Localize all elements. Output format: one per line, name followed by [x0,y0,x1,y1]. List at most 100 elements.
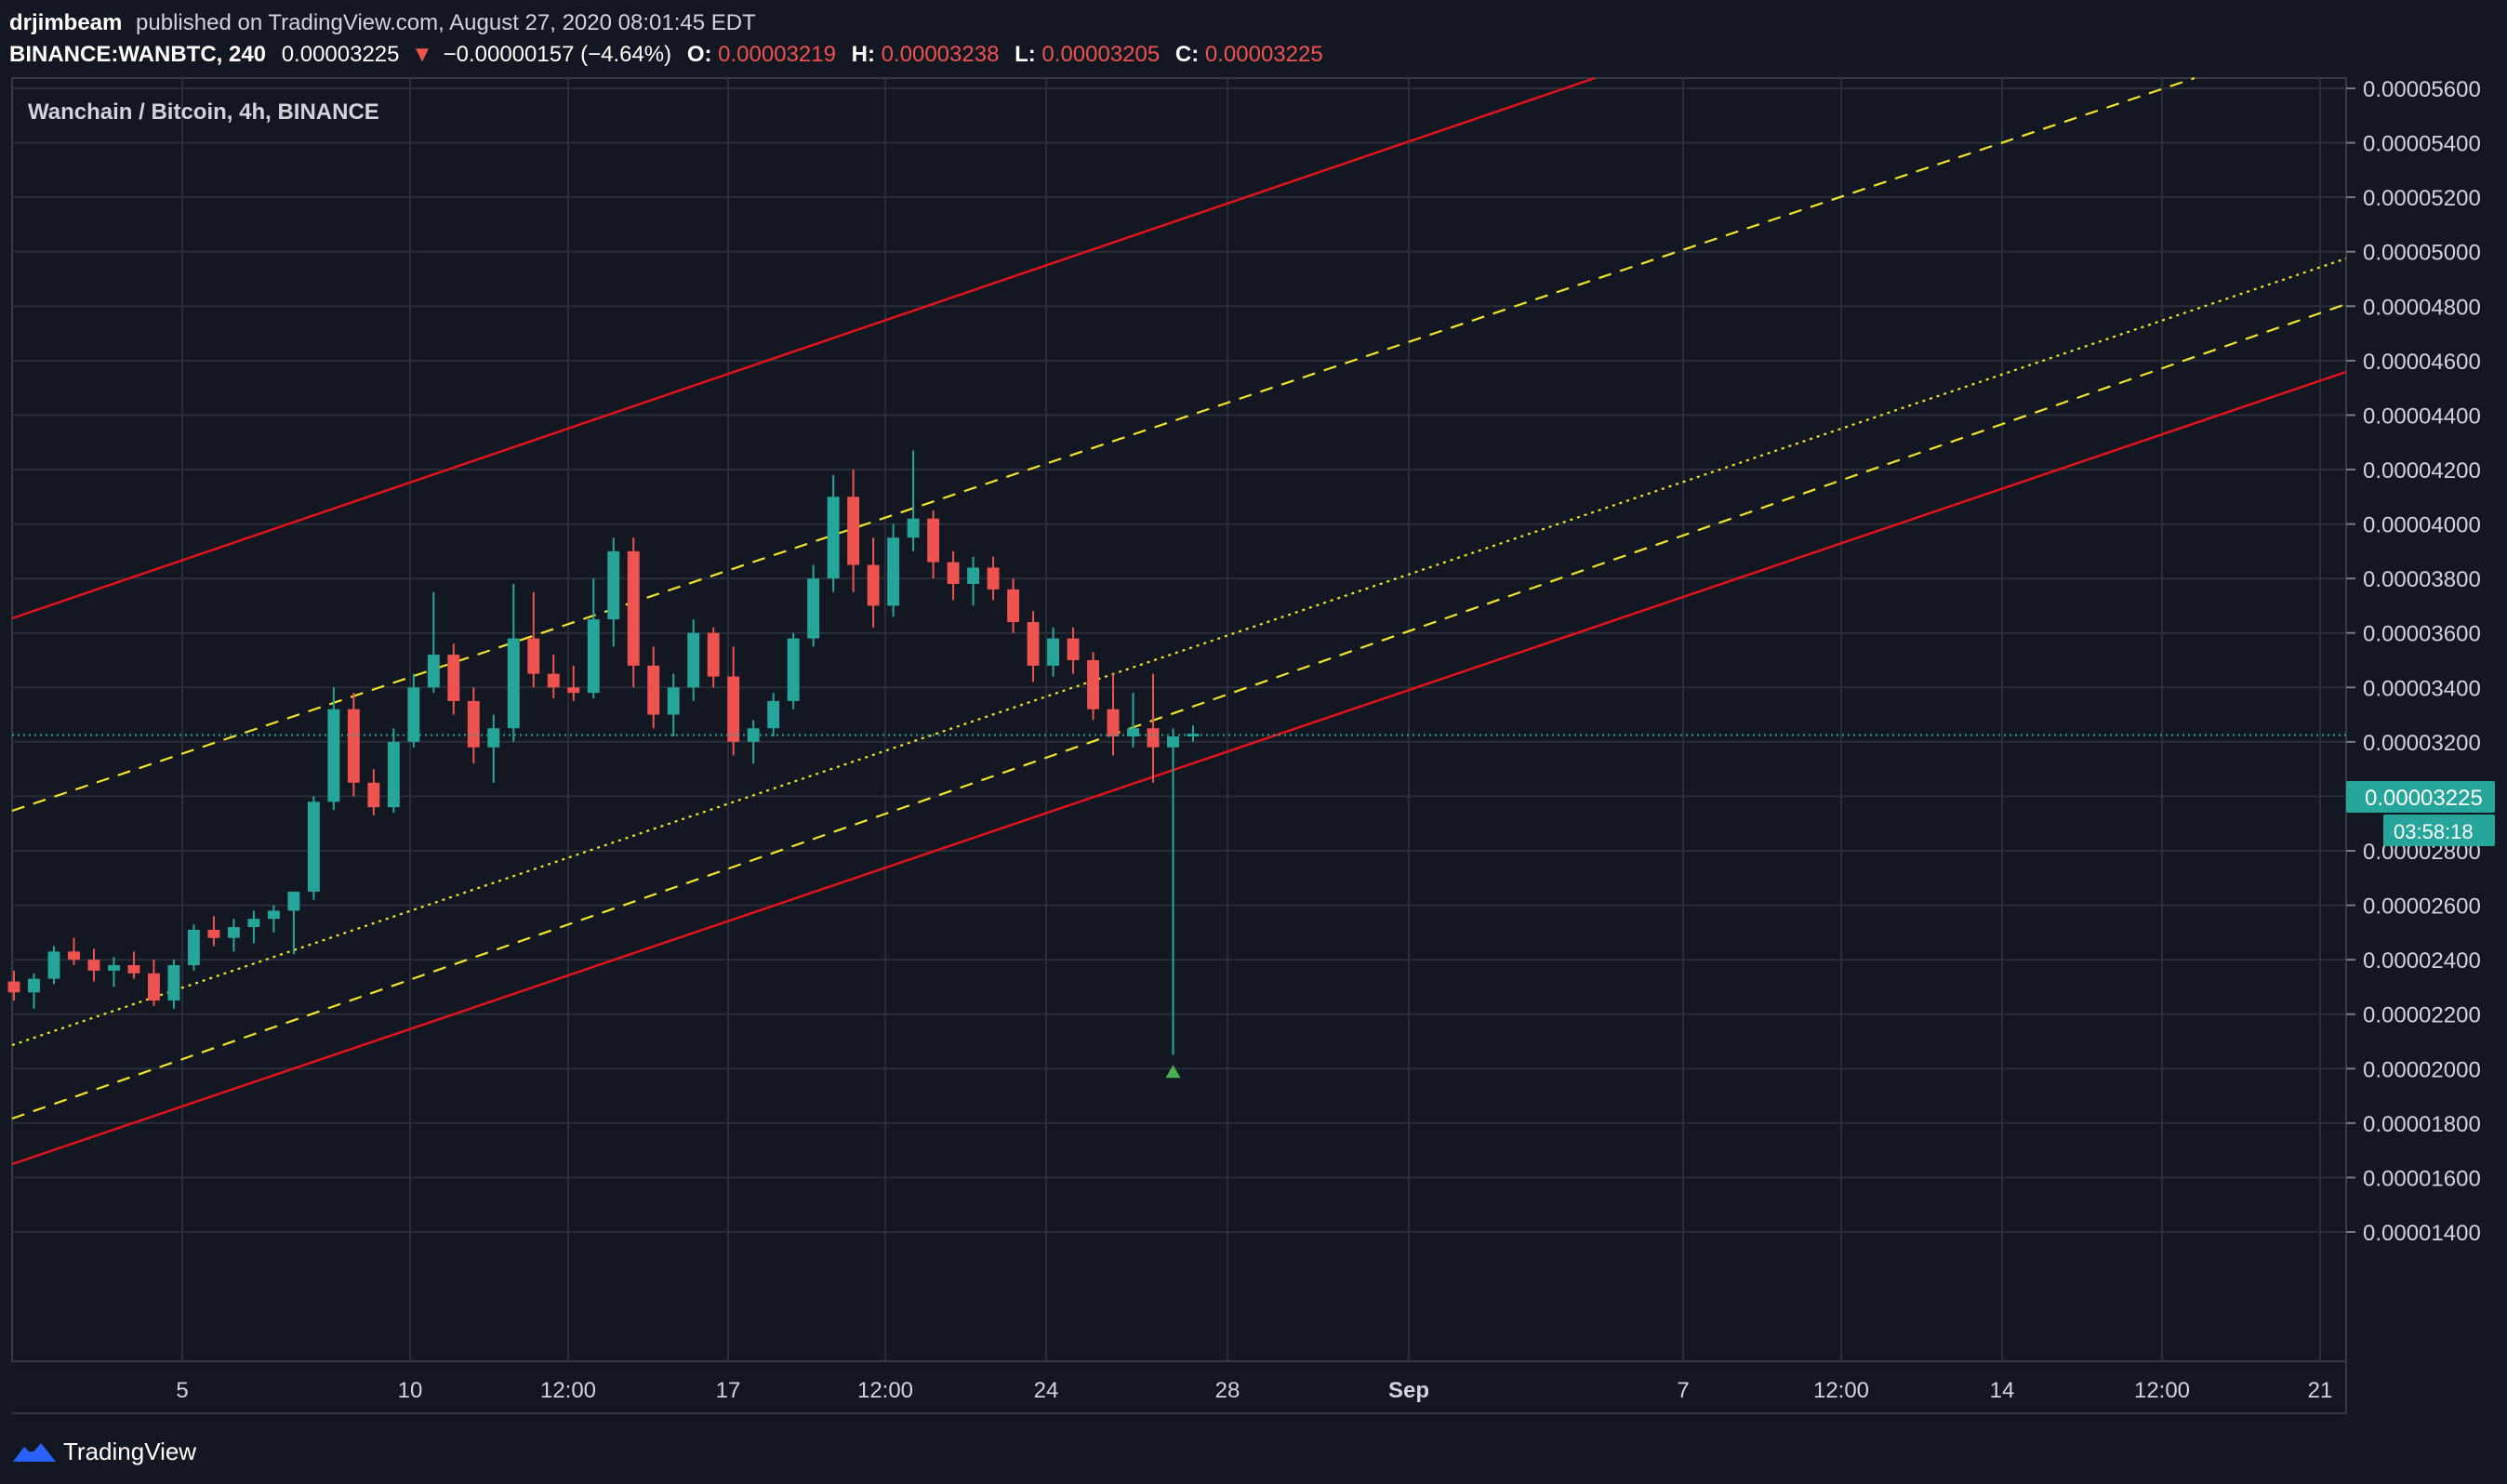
candle-body [987,567,1000,590]
candle[interactable] [1187,725,1200,742]
candle[interactable] [547,655,560,698]
channel-line-yellow-middle[interactable] [11,257,2347,1047]
candles[interactable] [7,450,1200,1079]
candle[interactable] [967,556,980,606]
candle[interactable] [787,632,800,709]
candle[interactable] [887,523,900,617]
candle[interactable] [68,937,80,965]
candle[interactable] [947,550,960,601]
candle[interactable] [167,960,180,1009]
channel-lines[interactable] [11,76,2347,1166]
candle[interactable] [247,910,260,944]
time-tick-label: 12:00 [2134,1378,2190,1403]
candle[interactable] [1027,611,1040,682]
candle-body [767,700,780,729]
candle-body [827,497,840,579]
candle[interactable] [427,591,440,694]
candle[interactable] [1087,652,1099,721]
candle[interactable] [487,714,500,783]
candle-body [587,619,600,694]
candle[interactable] [307,796,320,900]
candle[interactable] [287,891,300,955]
candle[interactable] [108,957,120,987]
time-tick-label: 12:00 [1813,1378,1869,1403]
candle[interactable] [847,470,860,592]
candle[interactable] [1067,627,1080,674]
candle[interactable] [87,948,100,982]
candle[interactable] [267,905,280,933]
brand-name: TradingView [63,1438,196,1465]
candle[interactable] [727,646,740,756]
price-tick-label: 0.00004800 [2363,295,2481,320]
author-line: drjimbeam published on TradingView.com, … [9,10,756,35]
candle-body [1147,728,1160,748]
candle[interactable] [407,673,420,748]
candle[interactable] [127,951,140,979]
candle[interactable] [667,673,680,736]
bar-countdown: 03:58:18 [2394,820,2474,843]
time-tick-label: 5 [176,1378,188,1403]
channel-line-yellow-lower[interactable] [11,302,2347,1120]
time-tick-label: 12:00 [540,1378,596,1403]
tradingview-brand[interactable]: TradingView [13,1438,196,1465]
candle[interactable] [227,919,240,952]
candle[interactable] [1127,693,1139,748]
author-name[interactable]: drjimbeam [9,10,122,35]
candle[interactable] [367,769,380,815]
price-scale[interactable]: 0.00005600 0.00005400 0.00005200 0.00005000… [2346,77,2481,1246]
candle[interactable] [7,970,20,1001]
candle[interactable] [767,693,780,736]
time-tick-label: 28 [1215,1378,1240,1403]
candle[interactable] [647,646,660,729]
published-text: published on TradingView.com, August 27,… [136,10,756,35]
candle[interactable] [747,720,760,764]
candle[interactable] [47,946,60,985]
candle-body [547,673,560,688]
candle[interactable] [28,973,40,1009]
candle-body [1167,736,1179,748]
candle-body [927,518,940,563]
candle[interactable] [1167,728,1179,1055]
candle[interactable] [327,687,340,811]
candle-body [507,638,520,729]
candle[interactable] [927,510,940,579]
candle[interactable] [807,564,820,647]
candle[interactable] [687,619,700,701]
candle[interactable] [187,924,200,971]
candle[interactable] [1107,673,1120,756]
candle[interactable] [987,556,1000,601]
candle[interactable] [587,578,600,698]
candle[interactable] [1047,627,1060,677]
candle[interactable] [867,537,880,628]
candle[interactable] [147,960,160,1006]
channel-line-red-lower[interactable] [11,370,2347,1166]
candle[interactable] [1007,578,1020,633]
candle[interactable] [207,916,220,947]
last-price-header: 0.00003225 [282,42,400,67]
candle[interactable] [447,643,460,715]
candle[interactable] [1147,673,1160,783]
candle-body [187,929,200,965]
candle[interactable] [907,450,920,551]
time-scale[interactable]: 5 10 12:00 17 12:00 24 28 Sep 7 12:00 14 12:00 21 [176,1378,2332,1403]
triangle-up-icon [1165,1065,1181,1079]
time-tick-label: 7 [1677,1378,1689,1403]
candle[interactable] [527,591,540,688]
time-tick-label: 24 [1034,1378,1059,1403]
candle[interactable] [707,627,720,688]
candle-body [87,960,100,971]
tradingview-logo-icon [13,1443,56,1462]
candle[interactable] [387,728,400,813]
time-tick-label: 12:00 [857,1378,913,1403]
candle[interactable] [347,693,360,797]
channel-line-red-upper[interactable] [11,76,1596,620]
candle[interactable] [607,537,620,647]
price-tick-label: 0.00005000 [2363,241,2481,266]
candle[interactable] [627,537,640,688]
channel-line-yellow-upper[interactable] [11,76,2195,813]
candle[interactable] [507,584,520,742]
candle-body [867,564,880,606]
candle[interactable] [567,665,580,701]
candle[interactable] [827,474,840,592]
